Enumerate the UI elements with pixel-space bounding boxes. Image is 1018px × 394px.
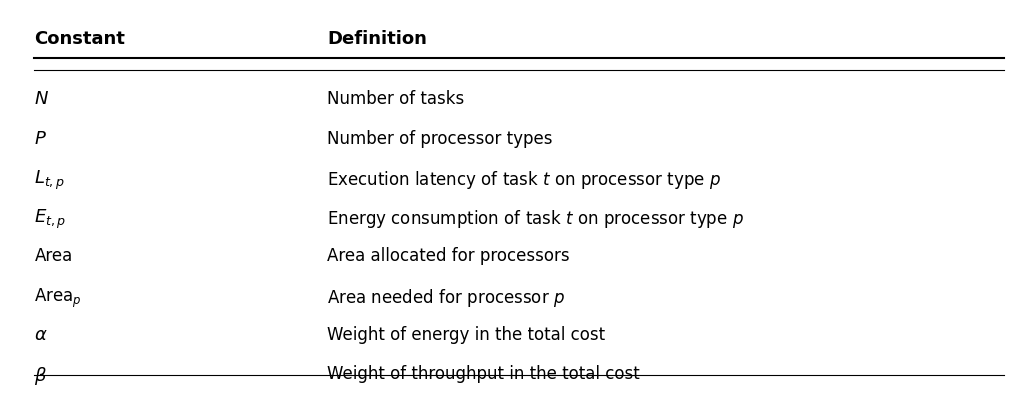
Text: Area: Area — [35, 247, 72, 266]
Text: Number of tasks: Number of tasks — [327, 90, 464, 108]
Text: Execution latency of task $t$ on processor type $p$: Execution latency of task $t$ on process… — [327, 169, 721, 191]
Text: $E_{t,p}$: $E_{t,p}$ — [35, 208, 66, 231]
Text: Area allocated for processors: Area allocated for processors — [327, 247, 570, 266]
Text: Constant: Constant — [35, 30, 125, 48]
Text: Energy consumption of task $t$ on processor type $p$: Energy consumption of task $t$ on proces… — [327, 208, 744, 230]
Text: $L_{t,p}$: $L_{t,p}$ — [35, 169, 65, 192]
Text: $\alpha$: $\alpha$ — [35, 326, 48, 344]
Text: Area$_p$: Area$_p$ — [35, 287, 82, 310]
Text: $P$: $P$ — [35, 130, 47, 147]
Text: Number of processor types: Number of processor types — [327, 130, 553, 147]
Text: Weight of energy in the total cost: Weight of energy in the total cost — [327, 326, 606, 344]
Text: $N$: $N$ — [35, 90, 50, 108]
Text: $\beta$: $\beta$ — [35, 365, 48, 387]
Text: Weight of throughput in the total cost: Weight of throughput in the total cost — [327, 365, 640, 383]
Text: Area needed for processor $p$: Area needed for processor $p$ — [327, 287, 565, 309]
Text: Definition: Definition — [327, 30, 428, 48]
